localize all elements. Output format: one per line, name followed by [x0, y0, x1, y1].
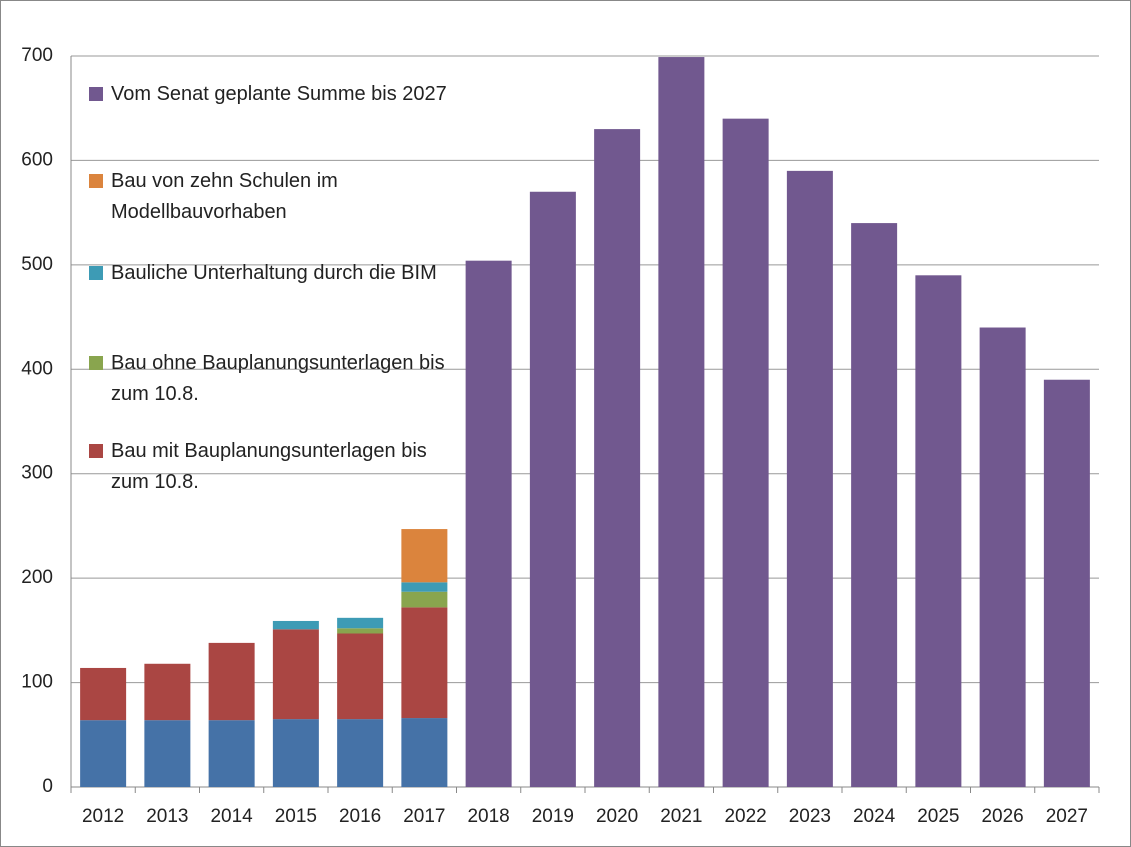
x-tick-label: 2019 — [532, 806, 574, 827]
legend-item: Bauliche Unterhaltung durch die BIM — [89, 258, 459, 289]
bar-segment — [722, 118, 769, 787]
legend-item: Bau mit Bauplanungsunterlagen bis zum 10… — [89, 436, 459, 498]
y-tick-label: 600 — [21, 149, 53, 170]
bar-segment — [144, 720, 191, 787]
bar-segment — [337, 719, 384, 787]
bar-segment — [208, 720, 255, 787]
bar-segment — [80, 720, 127, 787]
legend-label: Bau von zehn Schulen im Modellbauvorhabe… — [111, 170, 338, 223]
x-tick-label: 2013 — [146, 806, 188, 827]
legend-item: Bau ohne Bauplanungsunterlagen bis zum 1… — [89, 348, 459, 410]
y-tick-label: 700 — [21, 45, 53, 66]
x-tick-label: 2015 — [275, 806, 317, 827]
legend-item: Bau von zehn Schulen im Modellbauvorhabe… — [89, 166, 459, 228]
legend-item: Vom Senat geplante Summe bis 2027 — [89, 79, 459, 110]
legend-label: Bau mit Bauplanungsunterlagen bis zum 10… — [111, 440, 427, 493]
y-tick-label: 0 — [42, 776, 53, 797]
y-tick-label: 200 — [21, 567, 53, 588]
bar-segment — [80, 667, 127, 721]
y-tick-label: 400 — [21, 358, 53, 379]
bar-segment — [401, 718, 448, 787]
bar-segment — [915, 275, 962, 787]
bar-segment — [658, 57, 705, 787]
bar-segment — [401, 607, 448, 719]
x-tick-label: 2014 — [210, 806, 253, 827]
bar-segment — [851, 223, 898, 788]
bar-segment — [594, 129, 641, 788]
x-tick-label: 2022 — [724, 806, 766, 827]
bar-segment — [144, 663, 191, 721]
legend-swatch — [89, 266, 103, 280]
bar-segment — [465, 260, 512, 787]
x-tick-label: 2016 — [339, 806, 381, 827]
y-tick-label: 100 — [21, 672, 53, 693]
bar-segment — [337, 617, 384, 629]
x-tick-label: 2012 — [82, 806, 124, 827]
x-tick-label: 2018 — [467, 806, 509, 827]
y-tick-label: 500 — [21, 254, 53, 275]
bar-segment — [786, 170, 833, 787]
y-tick-label: 300 — [21, 463, 53, 484]
x-tick-label: 2017 — [403, 806, 445, 827]
x-tick-label: 2020 — [596, 806, 638, 827]
bar-segment — [337, 633, 384, 720]
bar-segment — [1043, 379, 1090, 787]
x-tick-label: 2021 — [660, 806, 702, 827]
bar-segment — [337, 628, 384, 634]
x-tick-label: 2025 — [917, 806, 959, 827]
bar-segment — [529, 191, 576, 787]
bar-segment — [401, 529, 448, 583]
x-tick-label: 2027 — [1046, 806, 1088, 827]
legend-label: Vom Senat geplante Summe bis 2027 — [111, 83, 447, 105]
bar-segment — [979, 327, 1026, 787]
x-tick-label: 2024 — [853, 806, 896, 827]
legend-swatch — [89, 444, 103, 458]
bar-segment — [272, 629, 319, 720]
bar-segment — [208, 642, 255, 721]
bar-segment — [401, 591, 448, 608]
bar-segment — [272, 620, 319, 630]
legend-swatch — [89, 87, 103, 101]
legend-swatch — [89, 356, 103, 370]
x-tick-label: 2023 — [789, 806, 831, 827]
bar-segment — [272, 719, 319, 787]
x-tick-label: 2026 — [981, 806, 1023, 827]
legend-label: Bauliche Unterhaltung durch die BIM — [111, 262, 437, 284]
legend-swatch — [89, 174, 103, 188]
bar-segment — [401, 582, 448, 592]
legend-label: Bau ohne Bauplanungsunterlagen bis zum 1… — [111, 352, 445, 405]
